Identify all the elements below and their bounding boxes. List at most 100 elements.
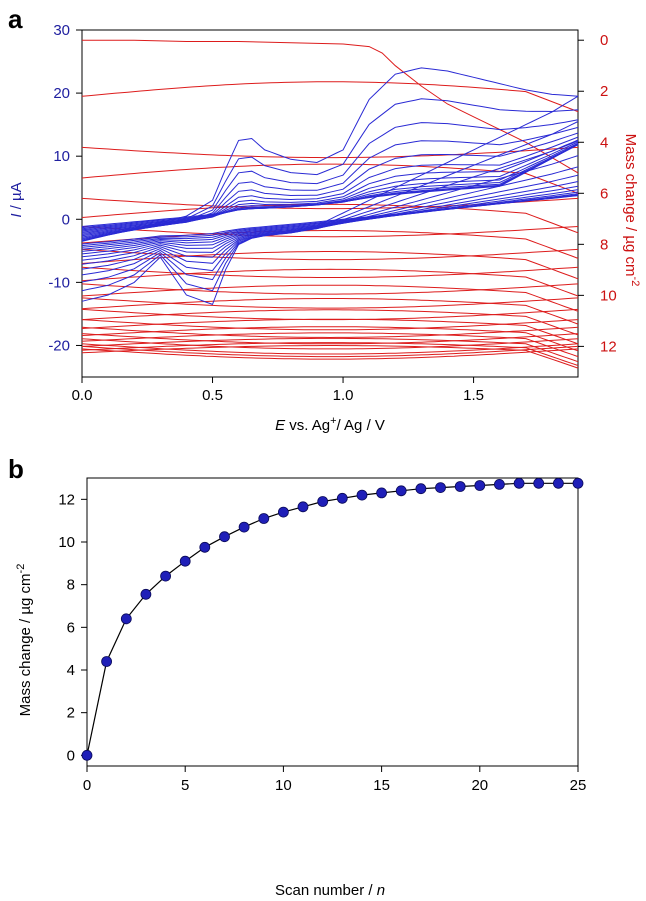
x-axis-title-a: E vs. Ag+/ Ag / V xyxy=(275,415,385,434)
data-point xyxy=(415,483,427,495)
right-y-tick-label: 10 xyxy=(600,287,617,304)
left-y-axis-title: I / µA xyxy=(8,182,25,217)
data-point xyxy=(258,513,270,524)
panel-a: a 0.0 0.5 1.0 1.5 -20 -10 0 10 20 30 0 2 4 6 8 10 12 E… xyxy=(8,4,641,434)
y-tick-label-b: 4 xyxy=(67,662,75,679)
mass-change-lines xyxy=(81,39,579,369)
data-point xyxy=(474,480,486,491)
left-y-tick-label: -10 xyxy=(48,274,70,291)
data-point xyxy=(356,489,368,501)
data-point xyxy=(553,477,564,489)
mass-cycle-line xyxy=(81,342,579,366)
left-y-axis-ticks: -20 -10 0 10 20 30 xyxy=(48,22,82,354)
mass-cycle-line xyxy=(81,251,579,280)
left-y-tick-label: 30 xyxy=(53,22,70,39)
current-cycle-reverse-line xyxy=(81,191,579,252)
current-cycle-reverse-line xyxy=(81,195,579,245)
x-axis-ticks: 0.0 0.5 1.0 1.5 xyxy=(72,377,484,404)
mass-cycle-line xyxy=(81,326,579,352)
current-cycle-reverse-line xyxy=(81,121,579,292)
data-point xyxy=(317,496,329,507)
panel-b: b 0 5 10 15 20 25 0 2 4 6 8 10 12 Scan number / n M… xyxy=(8,454,586,899)
y-tick-label-b: 8 xyxy=(67,577,75,594)
mass-cycle-line xyxy=(81,309,579,336)
mass-cycle-line xyxy=(81,146,579,159)
right-y-axis-ticks: 0 2 4 6 8 10 12 xyxy=(578,32,617,355)
y-axis-title-b: Mass change / µg cm-2 xyxy=(15,564,34,717)
data-point xyxy=(179,555,191,567)
data-point xyxy=(336,492,348,504)
data-point xyxy=(395,485,407,497)
mass-cycle-line xyxy=(81,319,579,331)
mass-cycle-line xyxy=(81,268,579,297)
data-point xyxy=(238,521,250,533)
mass-cycle-line xyxy=(81,332,579,358)
current-cycle-forward-line xyxy=(81,144,579,229)
left-y-tick-label: 10 xyxy=(53,148,70,165)
right-y-tick-label: 12 xyxy=(600,338,617,355)
data-point xyxy=(219,531,230,543)
data-point xyxy=(120,613,132,625)
right-y-tick-label: 2 xyxy=(600,83,608,100)
mass-cycle-line xyxy=(81,345,579,358)
current-cycle-forward-line xyxy=(81,142,579,233)
mass-cycle-line xyxy=(81,248,579,261)
y-axis-ticks-b: 0 2 4 6 8 10 12 xyxy=(58,491,87,764)
right-y-tick-label: 8 xyxy=(600,236,608,253)
panel-a-frame xyxy=(81,29,579,378)
y-tick-label-b: 10 xyxy=(58,534,75,551)
current-cycle-forward-line xyxy=(81,67,579,242)
mass-cycle-line xyxy=(81,298,579,325)
data-point xyxy=(435,482,446,494)
data-point xyxy=(81,749,93,761)
data-point xyxy=(160,570,172,582)
left-y-tick-label: 20 xyxy=(53,85,70,102)
mass-cycle-line xyxy=(81,283,579,295)
x-tick-label: 0.0 xyxy=(72,387,93,404)
panel-a-letter: a xyxy=(8,4,23,34)
series-line xyxy=(86,482,578,756)
current-lines xyxy=(81,67,579,306)
y-tick-label-b: 2 xyxy=(67,705,75,722)
data-point xyxy=(513,477,525,489)
mass-cycle-line xyxy=(81,333,579,345)
current-cycle-forward-line xyxy=(81,139,579,235)
right-y-tick-label: 6 xyxy=(600,185,608,202)
mass-cycle-line xyxy=(81,345,579,369)
left-y-tick-label: -20 xyxy=(48,337,70,354)
mass-cycle-line xyxy=(81,348,579,360)
data-point xyxy=(297,501,309,513)
y-tick-label-b: 6 xyxy=(67,619,75,636)
x-axis-ticks-b: 0 5 10 15 20 25 xyxy=(83,766,586,794)
mass-cycle-line xyxy=(81,326,579,339)
mass-cycle-line xyxy=(81,203,579,234)
panel-b-letter: b xyxy=(8,454,24,484)
current-cycle-forward-line xyxy=(81,143,579,227)
current-cycle-reverse-line xyxy=(81,189,579,255)
data-point xyxy=(572,477,584,489)
current-cycle-reverse-line xyxy=(81,155,579,276)
x-tick-label: 0.5 xyxy=(202,387,223,404)
mass-change-series-points xyxy=(81,477,584,761)
x-axis-title-b: Scan number / n xyxy=(275,882,385,899)
data-point xyxy=(376,487,388,499)
mass-cycle-line xyxy=(81,81,579,113)
x-tick-label-b: 20 xyxy=(471,777,488,794)
data-point xyxy=(140,588,152,600)
data-point xyxy=(454,481,466,492)
mass-cycle-line xyxy=(81,266,579,278)
mass-cycle-line xyxy=(81,284,579,312)
right-y-axis-title: Mass change / µg cm-2 xyxy=(622,134,641,287)
mass-cycle-line xyxy=(81,308,579,321)
mass-change-series-line xyxy=(86,482,578,756)
x-tick-label-b: 0 xyxy=(83,777,91,794)
x-tick-label-b: 15 xyxy=(373,777,390,794)
left-y-tick-label: 0 xyxy=(62,211,70,228)
data-point xyxy=(277,506,289,518)
data-point xyxy=(199,541,211,553)
right-y-tick-label: 4 xyxy=(600,134,608,151)
x-tick-label-b: 10 xyxy=(275,777,292,794)
mass-cycle-line xyxy=(81,163,579,194)
mass-cycle-line xyxy=(81,226,579,238)
